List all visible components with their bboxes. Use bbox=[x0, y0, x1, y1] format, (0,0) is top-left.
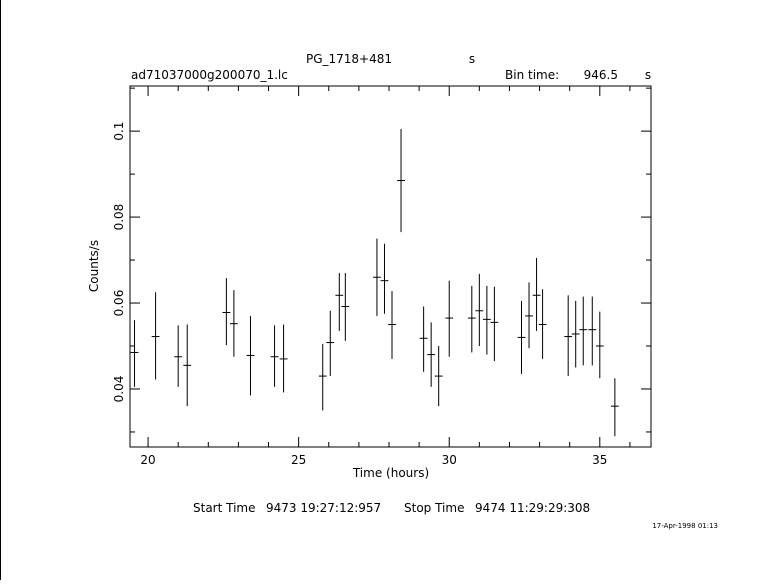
chart-title-suffix: s bbox=[469, 52, 475, 66]
data-point bbox=[335, 272, 344, 331]
y-axis-label: Counts/s bbox=[87, 240, 101, 292]
y-tick-label: 0.06 bbox=[112, 290, 126, 317]
data-point bbox=[610, 378, 619, 437]
plot-frame bbox=[129, 85, 652, 448]
data-point bbox=[467, 285, 476, 353]
data-point bbox=[525, 282, 533, 349]
data-point bbox=[326, 310, 335, 377]
data-point bbox=[270, 325, 279, 387]
data-point bbox=[517, 300, 526, 374]
data-point bbox=[538, 289, 547, 359]
axis-ticks bbox=[130, 86, 651, 447]
x-tick-label: 25 bbox=[291, 453, 306, 467]
frame-edge-line bbox=[0, 0, 1, 580]
data-point bbox=[571, 300, 580, 368]
x-axis-label: Time (hours) bbox=[352, 466, 429, 480]
axis-tick-labels: 20 25 30 35 0.04 0.06 0.08 0.1 bbox=[112, 122, 607, 467]
data-point bbox=[434, 346, 443, 407]
data-points bbox=[130, 128, 619, 437]
y-tick-label: 0.08 bbox=[112, 204, 126, 231]
bin-time-value: 946.5 bbox=[584, 68, 618, 82]
data-point bbox=[588, 296, 597, 366]
date-stamp: 17-Apr-1998 01:13 bbox=[652, 522, 718, 530]
data-point bbox=[183, 324, 192, 407]
data-point bbox=[151, 292, 160, 380]
x-tick-label: 20 bbox=[140, 453, 155, 467]
data-point bbox=[397, 128, 405, 233]
bin-time-unit: s bbox=[645, 68, 651, 82]
data-point bbox=[532, 257, 541, 331]
data-point bbox=[380, 243, 389, 314]
file-name: ad71037000g200070_1.lc bbox=[131, 68, 288, 82]
stop-time-value: 9474 11:29:29:308 bbox=[475, 501, 590, 515]
start-time-value: 9473 19:27:12:957 bbox=[266, 501, 381, 515]
data-point bbox=[445, 280, 454, 357]
data-point bbox=[341, 272, 350, 341]
data-point bbox=[388, 290, 396, 359]
data-point bbox=[564, 295, 573, 377]
data-point bbox=[595, 311, 604, 379]
data-point bbox=[279, 324, 288, 393]
data-point bbox=[229, 290, 238, 357]
data-point bbox=[318, 343, 327, 411]
data-point bbox=[130, 320, 139, 387]
start-time-label: Start Time bbox=[193, 501, 256, 515]
data-point bbox=[222, 278, 231, 346]
stop-time-label: Stop Time bbox=[404, 501, 464, 515]
data-point bbox=[579, 296, 588, 366]
data-point bbox=[174, 325, 183, 387]
data-point bbox=[427, 322, 436, 387]
data-point bbox=[246, 315, 255, 396]
data-point bbox=[482, 285, 491, 355]
data-point bbox=[490, 286, 499, 362]
y-tick-label: 0.04 bbox=[112, 376, 126, 403]
data-point bbox=[419, 306, 428, 372]
data-point bbox=[475, 273, 484, 347]
x-tick-label: 35 bbox=[592, 453, 607, 467]
x-tick-label: 30 bbox=[442, 453, 457, 467]
y-tick-label: 0.1 bbox=[112, 122, 126, 141]
chart-title: PG_1718+481 bbox=[306, 52, 392, 66]
data-point bbox=[373, 238, 381, 316]
bin-time-label: Bin time: bbox=[505, 68, 559, 82]
